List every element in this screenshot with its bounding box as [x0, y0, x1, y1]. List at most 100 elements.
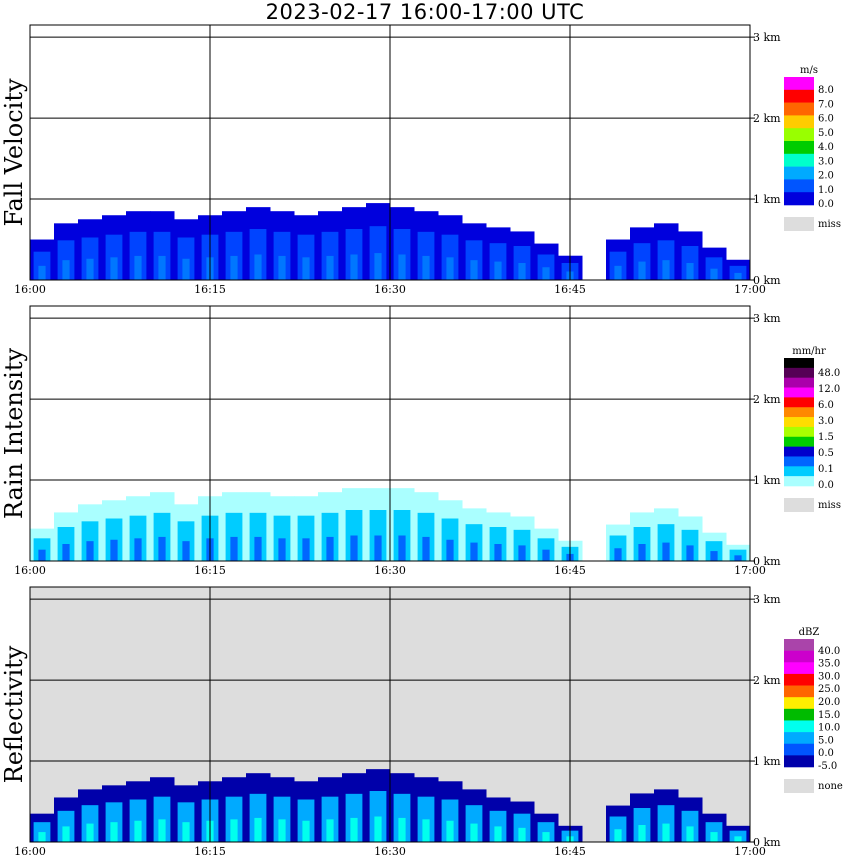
echo-core-center — [710, 551, 718, 561]
echo-core-center — [494, 826, 502, 842]
echo-core — [81, 521, 99, 561]
y-tick-label: 1 km — [753, 755, 781, 768]
echo-core-center — [182, 822, 190, 842]
echo-core-center — [278, 255, 286, 280]
colorbar-label: 7.0 — [818, 99, 834, 110]
echo-core-center — [542, 832, 550, 842]
echo-core-center — [134, 255, 142, 280]
panel-reflectivity: 0 km 1 km 2 km 3 km 16:00 16:15 16:30 16:45 17:0… — [0, 586, 843, 858]
echo-core-center — [350, 254, 358, 280]
echo-core — [153, 512, 171, 561]
colorbar-swatch — [784, 436, 814, 447]
colorbar-label: 0.5 — [818, 448, 834, 459]
echo-core-center — [734, 555, 742, 561]
echo-core-center — [638, 261, 646, 280]
echo-core-center — [686, 545, 694, 561]
colorbar-missing-swatch — [784, 498, 814, 512]
echo-core-center — [326, 819, 334, 842]
echo-core-center — [470, 542, 478, 561]
echo-core — [33, 538, 51, 561]
echo-core-center — [326, 536, 334, 561]
colorbar-swatch — [784, 426, 814, 438]
colorbar-swatch — [784, 476, 814, 487]
colorbar-swatch — [784, 650, 814, 663]
colorbar-label: 6.0 — [818, 400, 834, 411]
x-tick-label: 16:15 — [194, 845, 226, 858]
colorbar-swatch — [784, 639, 814, 651]
colorbar-unit: m/s — [800, 65, 818, 76]
x-tick-label: 16:30 — [374, 564, 406, 577]
echo-core-center — [38, 549, 46, 561]
echo-core-center — [494, 261, 502, 280]
y-tick-label: 0 km — [753, 274, 781, 287]
echo-core-center — [254, 817, 262, 842]
echo-core-center — [86, 823, 94, 842]
x-tick-label: 16:15 — [194, 564, 226, 577]
colorbar-swatch — [784, 732, 814, 745]
colorbar-label: 8.0 — [818, 85, 834, 96]
panel-rain-intensity: 0 km 1 km 2 km 3 km 16:00 16:15 16:30 16:45 17:0… — [0, 305, 841, 577]
echo-core-center — [422, 536, 430, 561]
y-tick-label: 0 km — [753, 555, 781, 568]
colorbar-label: 30.0 — [818, 671, 840, 682]
echo-core-center — [734, 272, 742, 280]
echo-core — [177, 521, 195, 561]
y-tick-label: 1 km — [753, 474, 781, 487]
echo-core-center — [638, 825, 646, 842]
colorbar-label: 20.0 — [818, 697, 840, 708]
colorbar-label: 48.0 — [818, 368, 840, 379]
echo-core — [249, 793, 267, 842]
colorbar-missing-label: miss — [818, 219, 841, 230]
echo-core-center — [374, 253, 382, 280]
echo-core-center — [110, 257, 118, 280]
colorbar-unit: dBZ — [799, 627, 820, 638]
echo-core-center — [230, 819, 238, 842]
panel-fall-velocity: 0 km 1 km 2 km 3 km 16:00 16:15 16:30 16:45 17:0… — [0, 24, 841, 296]
x-tick-label: 16:15 — [194, 283, 226, 296]
x-tick-label: 17:00 — [734, 845, 766, 858]
echo-core-center — [470, 260, 478, 280]
echo-core — [417, 512, 435, 561]
echo-core — [129, 231, 147, 280]
colorbar-label: 0.0 — [818, 748, 834, 759]
echo-core-center — [518, 545, 526, 561]
echo-core-center — [182, 258, 190, 280]
echo-core — [345, 793, 363, 842]
echo-core — [57, 810, 75, 842]
echo-core-center — [158, 536, 166, 561]
y-tick-label: 2 km — [753, 674, 781, 687]
colorbar-swatch — [784, 367, 814, 378]
colorbar-label: 3.0 — [818, 156, 834, 167]
echo-core-center — [614, 265, 622, 280]
colorbar-swatch — [784, 407, 814, 418]
colorbar-swatch — [784, 446, 814, 457]
echo-core-center — [422, 819, 430, 842]
colorbar-swatch — [784, 358, 814, 369]
echo-core-center — [398, 254, 406, 280]
colorbar-label: 12.0 — [818, 384, 840, 395]
echo-core-center — [374, 816, 382, 842]
y-tick-label: 3 km — [753, 312, 781, 325]
echo-core-center — [254, 254, 262, 280]
y-tick-label: 0 km — [753, 836, 781, 849]
colorbar-swatch — [784, 466, 814, 477]
echo-core-center — [302, 538, 310, 561]
panel-title: Fall Velocity — [0, 78, 28, 227]
colorbar-swatch — [784, 153, 814, 167]
colorbar-missing-swatch — [784, 779, 814, 793]
colorbar-swatch — [784, 77, 814, 91]
echo-core — [105, 802, 123, 842]
colorbar-swatch — [784, 417, 814, 428]
echo-core-center — [374, 535, 382, 561]
echo-core-center — [614, 548, 622, 561]
echo-core — [321, 231, 339, 280]
colorbar-swatch — [784, 89, 814, 103]
echo-core — [513, 529, 531, 561]
colorbar-swatch — [784, 115, 814, 129]
echo-core — [681, 810, 699, 842]
y-tick-label: 3 km — [753, 593, 781, 606]
panel-title: Rain Intensity — [0, 348, 28, 520]
echo-core-center — [686, 826, 694, 842]
echo-core-center — [446, 257, 454, 280]
colorbar-label: 10.0 — [818, 723, 840, 734]
